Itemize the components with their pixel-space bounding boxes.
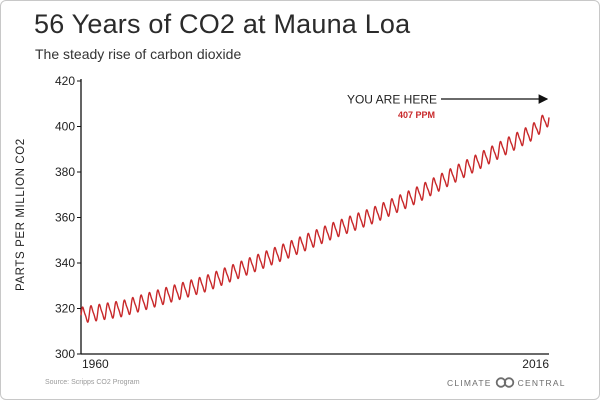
- chart-subtitle: The steady rise of carbon dioxide: [35, 46, 242, 62]
- chart-title: 56 Years of CO2 at Mauna Loa: [34, 9, 411, 39]
- y-tick-label-360: 360: [55, 211, 75, 225]
- y-tick-label-400: 400: [55, 120, 75, 134]
- co2-series-line: [80, 114, 550, 323]
- logo-text-left: CLIMATE: [447, 377, 492, 388]
- climate-central-logo: CLIMATE CENTRAL: [447, 377, 566, 388]
- y-tick-label-300: 300: [55, 347, 75, 361]
- y-tick-label-320: 320: [55, 302, 75, 316]
- source-note: Source: Scripps CO2 Program: [45, 379, 140, 386]
- y-tick-label-420: 420: [55, 74, 75, 88]
- y-tick-label-340: 340: [55, 256, 75, 270]
- logo-rings-icon: [495, 377, 514, 388]
- current-ppm-label: 407 PPM: [398, 110, 435, 120]
- x-tick-label-2016: 2016: [522, 357, 549, 371]
- x-tick-label-1960: 1960: [82, 357, 109, 371]
- y-tick-label-380: 380: [55, 165, 75, 179]
- logo-text-right: CENTRAL: [517, 377, 566, 388]
- you-are-here-label: YOU ARE HERE: [347, 93, 437, 107]
